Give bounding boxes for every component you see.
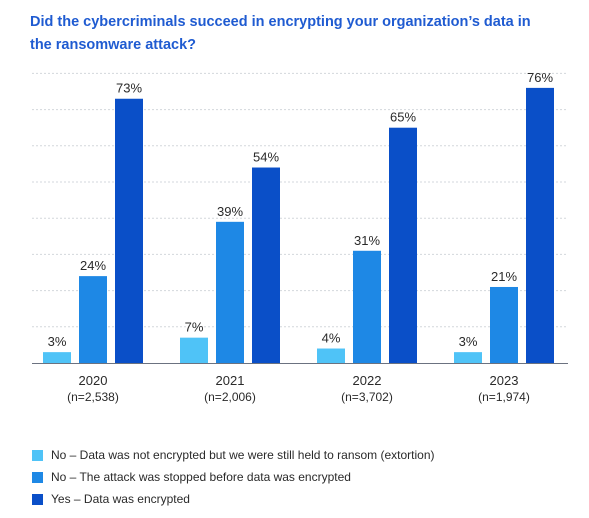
bar-2020-series-1 [43, 352, 71, 363]
data-label: 3% [459, 334, 478, 349]
bar-2021-series-2 [216, 221, 244, 363]
bar-2023-series-1 [454, 352, 482, 363]
x-tick-sublabel: (n=3,702) [341, 390, 393, 404]
x-tick-sublabel: (n=2,006) [204, 390, 256, 404]
bar-2020-series-3 [115, 98, 143, 364]
data-label: 76% [527, 70, 553, 85]
data-label: 65% [390, 110, 416, 125]
bar-2023-series-3 [526, 87, 554, 363]
legend-swatch-encrypted [32, 493, 43, 505]
data-label: 24% [80, 258, 106, 273]
data-label: 54% [253, 150, 279, 165]
data-label: 3% [48, 334, 67, 349]
legend-label-stopped: No – The attack was stopped before data … [51, 470, 351, 484]
legend-label-extortion: No – Data was not encrypted but we were … [51, 448, 435, 462]
x-tick-label: 2020 [79, 373, 108, 388]
bar-2021-series-3 [252, 167, 280, 363]
bar-2022-series-3 [389, 127, 417, 363]
x-tick-sublabel: (n=2,538) [67, 390, 119, 404]
legend-item-extortion: No – Data was not encrypted but we were … [32, 444, 435, 466]
legend-item-encrypted: Yes – Data was encrypted [32, 488, 435, 510]
x-tick-label: 2022 [353, 373, 382, 388]
data-label: 73% [116, 81, 142, 96]
bar-2021-series-1 [180, 337, 208, 363]
data-label: 4% [322, 331, 341, 346]
x-tick-label: 2021 [216, 373, 245, 388]
bar-2022-series-2 [353, 250, 381, 363]
x-tick-sublabel: (n=1,974) [478, 390, 530, 404]
bar-2022-series-1 [317, 348, 345, 363]
chart-title: Did the cybercriminals succeed in encryp… [30, 14, 531, 53]
legend: No – Data was not encrypted but we were … [32, 444, 435, 510]
legend-swatch-stopped [32, 471, 43, 483]
data-label: 21% [491, 269, 517, 284]
data-label: 7% [185, 320, 204, 335]
data-label: 31% [354, 233, 380, 248]
legend-swatch-extortion [32, 449, 43, 461]
data-label: 39% [217, 204, 243, 219]
bar-chart: 3% 24% 73% 2020 (n=2,538) 7% 39% 54% 2021 (n=2,00… [32, 70, 568, 404]
legend-item-stopped: No – The attack was stopped before data … [32, 466, 435, 488]
bar-2020-series-2 [79, 276, 107, 363]
x-tick-label: 2023 [490, 373, 519, 388]
bar-2023-series-2 [490, 286, 518, 363]
legend-label-encrypted: Yes – Data was encrypted [51, 492, 190, 506]
